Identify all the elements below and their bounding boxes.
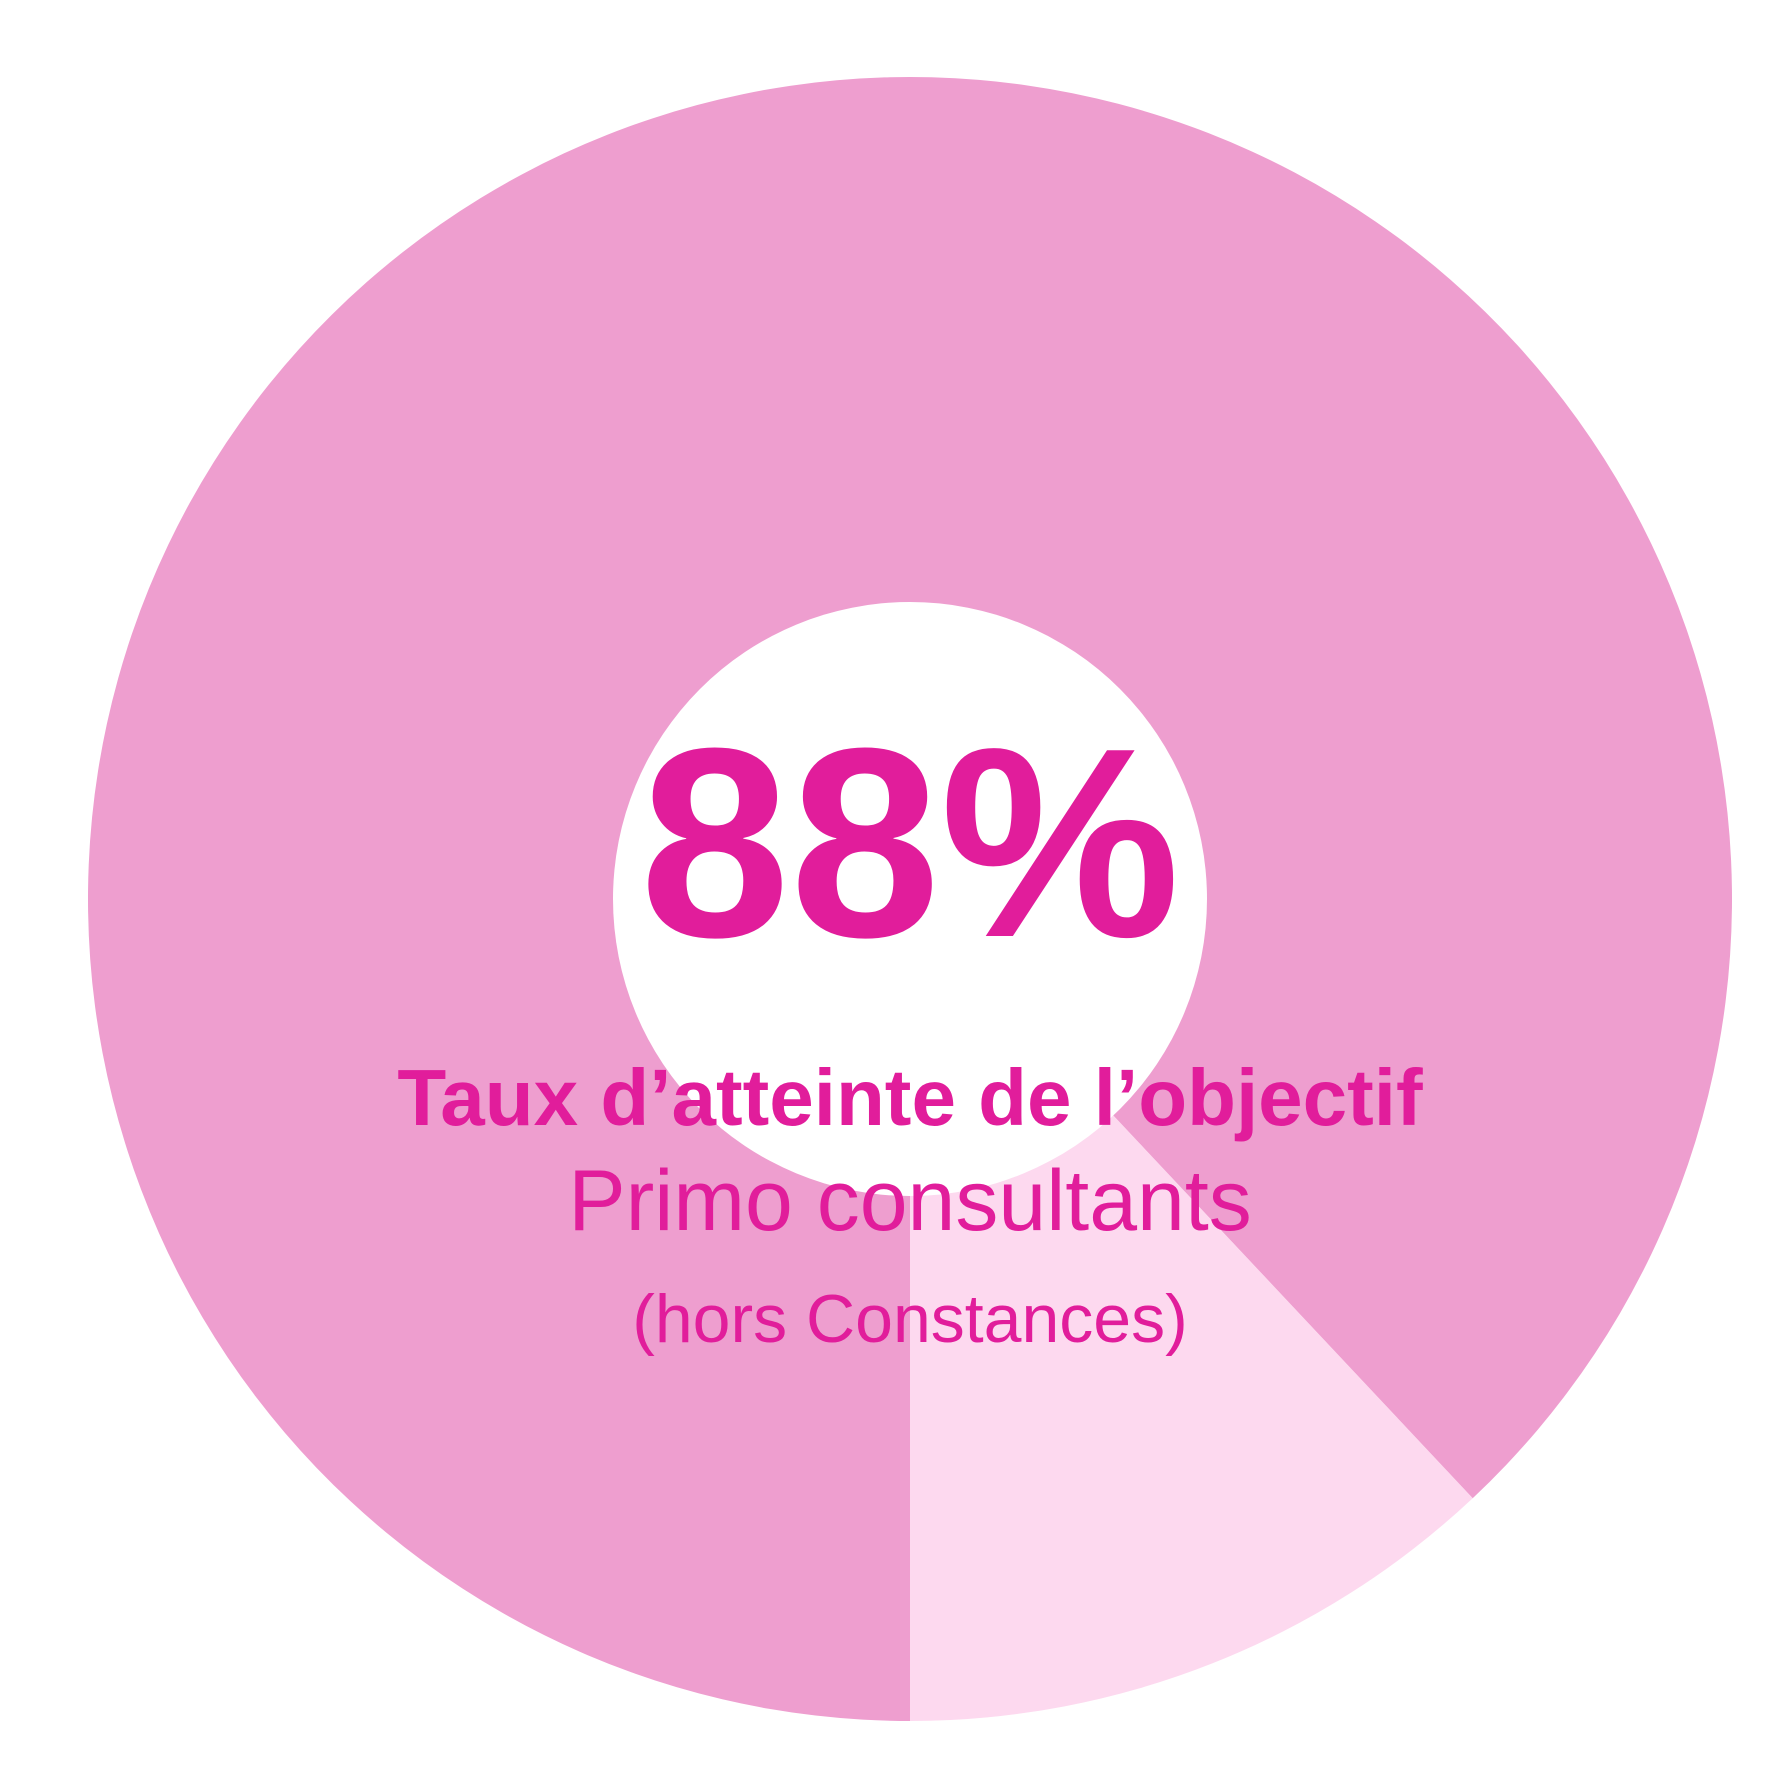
chart-subtitle: Primo consultants [568,1153,1252,1249]
chart-note: (hors Constances) [632,1281,1188,1357]
chart-title: Taux d’atteinte de l’objectif [397,1053,1423,1142]
donut-hole [613,602,1207,1196]
value-label: 88% [640,693,1180,994]
